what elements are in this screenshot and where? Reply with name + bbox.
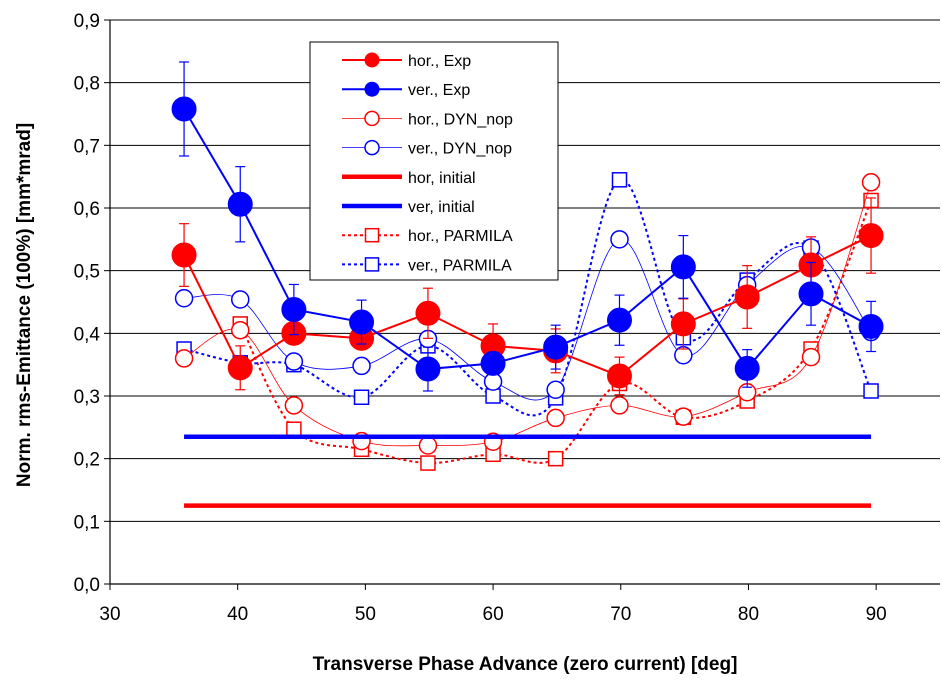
series-ver-exp-marker bbox=[281, 297, 307, 323]
series-hor-dyn-nop-marker bbox=[610, 396, 629, 415]
series-ver-parmila-marker bbox=[353, 389, 370, 406]
series-hor-exp-marker bbox=[606, 363, 632, 389]
legend-hor-dyn-nop-marker bbox=[364, 110, 380, 127]
x-tick-label: 50 bbox=[355, 604, 376, 625]
series-ver-exp-marker bbox=[227, 191, 253, 217]
legend-hor-parmila-label: hor., PARMILA bbox=[408, 228, 513, 245]
legend-hor-initial: hor, initial bbox=[342, 170, 476, 187]
x-tick-label: 90 bbox=[866, 604, 887, 625]
y-tick-label: 0,1 bbox=[74, 512, 100, 533]
series-hor-exp-marker bbox=[734, 284, 760, 310]
legend-hor-dyn-nop-label: hor., DYN_nop bbox=[408, 111, 513, 128]
series-ver-dyn-nop-marker bbox=[284, 352, 304, 371]
legend-ver-exp: ver., Exp bbox=[342, 81, 470, 99]
legend: hor., Exp ver., Exp hor., DYN_nop ver., DYN… bbox=[309, 41, 559, 281]
series-hor-dyn-nop-marker bbox=[284, 396, 304, 415]
legend-hor-parmila-marker bbox=[364, 227, 380, 243]
series-ver-dyn-nop-marker bbox=[174, 288, 194, 308]
x-tick-label: 30 bbox=[99, 604, 120, 625]
series-ver-exp-line bbox=[183, 108, 872, 371]
legend-ver-initial: ver, initial bbox=[342, 199, 475, 216]
series-hor-exp-marker bbox=[227, 355, 253, 381]
series-hor-parmila-line bbox=[239, 200, 872, 465]
series-ver-exp-marker bbox=[480, 350, 506, 376]
series-ver-exp-marker bbox=[734, 355, 760, 381]
series-ver-dyn-nop-marker bbox=[230, 290, 250, 309]
legend-ver-exp-label: ver., Exp bbox=[408, 82, 470, 99]
axes-layer: 0,0 0,1 0,2 0,3 0,4 0,5 0,6 0,7 0,8 0,9 30 40 50 60 70… bbox=[74, 11, 940, 625]
legend-ver-dyn-nop: ver., DYN_nop bbox=[342, 139, 512, 158]
series-hor-parmila-marker bbox=[286, 421, 302, 437]
legend-hor-exp: hor., Exp bbox=[342, 52, 471, 70]
legend-hor-dyn-nop: hor., DYN_nop bbox=[342, 110, 513, 128]
series-hor-exp-marker bbox=[171, 242, 197, 268]
series-hor-parmila-marker bbox=[420, 455, 436, 471]
series-ver-exp-marker bbox=[606, 307, 632, 333]
series-hor-dyn-nop-marker bbox=[418, 436, 438, 455]
series-hor-dyn-nop-marker bbox=[674, 407, 693, 426]
y-tick-label: 0,7 bbox=[74, 136, 100, 157]
series-ver-exp-marker bbox=[543, 334, 569, 360]
legend-ver-initial-label: ver, initial bbox=[408, 199, 475, 216]
series-hor-dyn-nop-marker bbox=[546, 408, 565, 428]
legend-hor-parmila: hor., PARMILA bbox=[342, 227, 513, 245]
legend-ver-dyn-nop-label: ver., DYN_nop bbox=[408, 141, 512, 158]
y-tick-label: 0,2 bbox=[74, 450, 100, 471]
series-hor-dyn-nop-marker bbox=[861, 173, 881, 192]
series-ver-exp-marker bbox=[798, 281, 824, 307]
series-hor-dyn-nop bbox=[174, 173, 881, 455]
y-tick-label: 0,5 bbox=[74, 262, 100, 283]
series-ver-exp-marker bbox=[858, 313, 884, 339]
x-tick-label: 60 bbox=[483, 604, 504, 625]
series-layer bbox=[171, 61, 884, 508]
y-tick-label: 0,3 bbox=[74, 387, 100, 408]
legend-ver-parmila: ver., PARMILA bbox=[342, 257, 512, 274]
series-hor-exp-marker bbox=[415, 300, 441, 326]
x-axis-title: Transverse Phase Advance (zero current) … bbox=[313, 654, 738, 675]
series-ver-exp-marker bbox=[415, 356, 441, 382]
series-hor-exp-marker bbox=[858, 223, 884, 249]
legend-box bbox=[309, 41, 559, 281]
series-ver-parmila-marker bbox=[611, 172, 628, 188]
series-hor-parmila-marker bbox=[547, 450, 564, 467]
series-ver-parmila-marker bbox=[485, 388, 501, 404]
series-ver-exp bbox=[171, 61, 884, 392]
series-ver-exp-marker bbox=[349, 309, 375, 335]
x-tick-label: 70 bbox=[610, 604, 631, 625]
series-ver-dyn-nop-marker bbox=[546, 380, 565, 399]
series-ver-dyn-nop-marker bbox=[610, 230, 629, 249]
y-tick-label: 0,4 bbox=[74, 324, 101, 345]
x-tick-label: 80 bbox=[738, 604, 759, 625]
legend-ver-parmila-marker bbox=[364, 257, 380, 272]
series-ver-exp-marker bbox=[171, 96, 197, 122]
series-ver-dyn-nop-marker bbox=[352, 356, 371, 376]
series-hor-dyn-nop-marker bbox=[801, 347, 821, 367]
y-tick-label: 0,8 bbox=[74, 74, 100, 95]
series-hor-dyn-nop-marker bbox=[230, 320, 250, 340]
y-tick-label: 0,6 bbox=[74, 199, 100, 220]
y-axis-title: Norm. rms-Emittance (100%) [mm*mrad] bbox=[14, 123, 35, 487]
legend-ver-exp-marker bbox=[364, 81, 380, 97]
series-hor-dyn-nop-marker bbox=[174, 349, 194, 368]
series-ver-parmila-marker bbox=[863, 383, 879, 399]
series-hor-exp-marker bbox=[670, 311, 696, 337]
x-tick-label: 40 bbox=[227, 604, 248, 625]
legend-hor-exp-label: hor., Exp bbox=[408, 53, 471, 70]
y-tick-label: 0,0 bbox=[74, 575, 100, 596]
legend-ver-parmila-label: ver., PARMILA bbox=[408, 257, 512, 274]
series-ver-parmila-line bbox=[183, 178, 872, 417]
legend-ver-dyn-nop-marker bbox=[364, 139, 380, 156]
legend-hor-exp-marker bbox=[364, 52, 380, 68]
series-ver-exp-marker bbox=[670, 254, 696, 280]
y-tick-label: 0,9 bbox=[74, 11, 100, 32]
legend-hor-initial-label: hor, initial bbox=[408, 170, 476, 187]
